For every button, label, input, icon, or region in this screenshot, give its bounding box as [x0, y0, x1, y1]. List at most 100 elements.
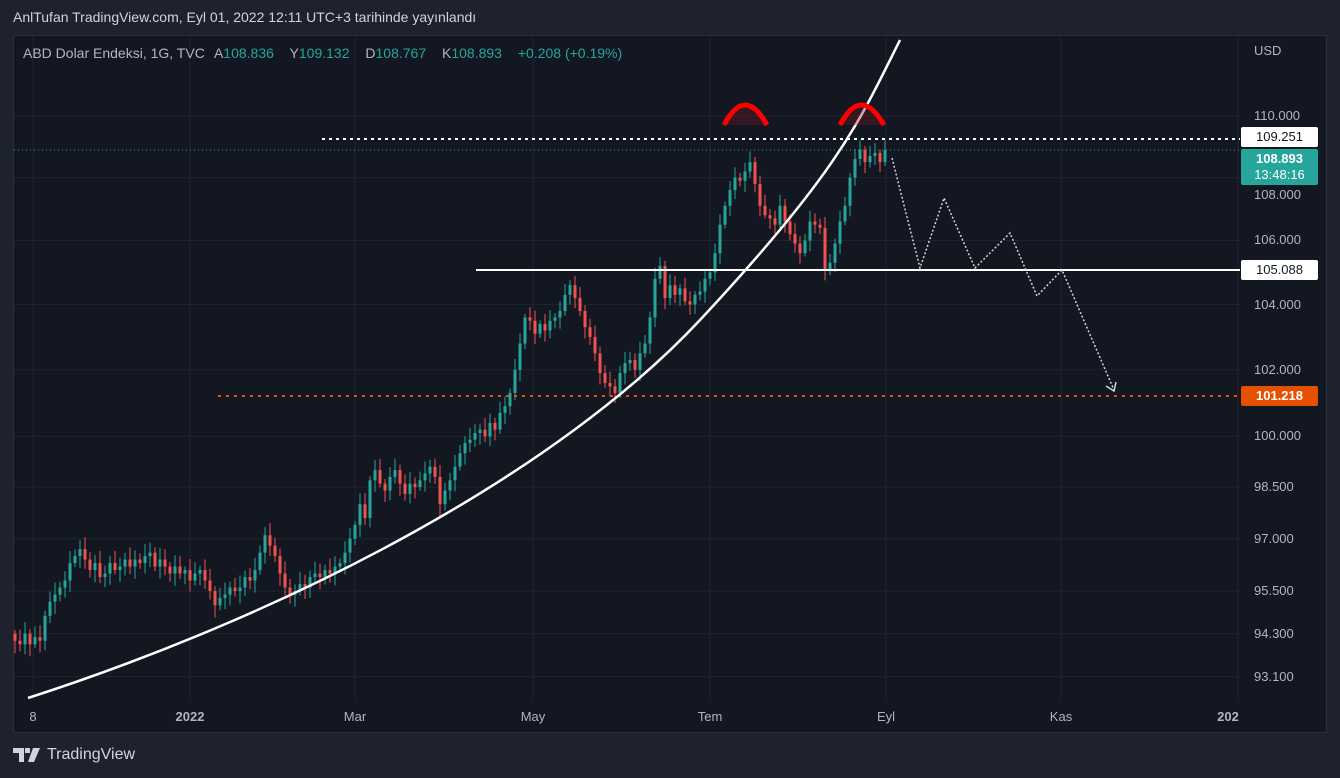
candle	[58, 581, 62, 602]
candle	[288, 578, 292, 604]
candle-body	[583, 310, 587, 328]
candle	[578, 287, 582, 316]
candle	[63, 571, 67, 598]
candle	[498, 401, 502, 434]
y-tick: 98.500	[1254, 479, 1294, 495]
open-label: A	[213, 45, 224, 61]
candle-body	[558, 310, 562, 318]
candle-body	[673, 285, 677, 295]
candle	[588, 318, 592, 345]
tradingview-logo-icon	[13, 748, 40, 762]
candle-body	[368, 480, 372, 518]
candle	[568, 280, 572, 305]
candle	[183, 566, 187, 585]
candle-body	[188, 570, 192, 581]
candle-body	[88, 559, 92, 571]
candle	[738, 172, 742, 187]
candle-body	[838, 221, 842, 244]
candle-body	[433, 466, 437, 477]
candle-body	[498, 412, 502, 430]
candle	[158, 547, 162, 579]
candle-body	[153, 552, 157, 567]
candle	[473, 424, 477, 447]
candle	[93, 554, 97, 583]
candle-body	[128, 559, 132, 567]
candle-body	[258, 552, 262, 571]
candle-body	[353, 524, 357, 539]
candle	[378, 458, 382, 488]
candle-body	[808, 221, 812, 241]
candle-body	[488, 422, 492, 437]
candle	[33, 626, 37, 649]
candle-body	[63, 580, 67, 588]
candle	[18, 629, 22, 652]
candle	[48, 591, 52, 624]
candle-body	[578, 298, 582, 311]
candle-body	[263, 535, 267, 553]
candle	[78, 540, 82, 568]
candle	[13, 630, 17, 654]
candle-body	[648, 317, 652, 344]
candle-body	[883, 149, 887, 163]
candle	[263, 527, 267, 564]
candle	[128, 547, 132, 575]
candles	[13, 140, 887, 657]
candle	[88, 552, 92, 578]
projection-path[interactable]	[891, 157, 1115, 391]
candle-body	[288, 587, 292, 595]
candle-body	[783, 205, 787, 222]
candle-body	[758, 183, 762, 206]
candle-body	[53, 594, 57, 602]
candle-body	[323, 570, 327, 578]
symbol-name[interactable]: ABD Dolar Endeksi, 1G, TVC	[23, 45, 205, 61]
top-arc-2[interactable]	[837, 102, 887, 127]
candle-body	[698, 291, 702, 295]
high-value: 109.132	[298, 45, 350, 61]
ohlc-legend: ABD Dolar Endeksi, 1G, TVC A108.836 Y109…	[23, 45, 628, 61]
candle	[733, 167, 737, 200]
footer-brand[interactable]: TradingView	[13, 746, 135, 764]
y-tick: 108.000	[1254, 187, 1301, 202]
candle-body	[813, 221, 817, 225]
candle-body	[168, 566, 172, 574]
candle-body	[878, 152, 882, 163]
candle-body	[603, 373, 607, 383]
current-price-label: 108.893 13:48:16	[1241, 149, 1318, 185]
top-arc-1[interactable]	[721, 102, 770, 127]
candle-body	[13, 633, 17, 641]
candle	[853, 148, 857, 186]
change-value: +0.208 (+0.19%)	[517, 45, 623, 61]
chart-panel[interactable]	[13, 35, 1327, 733]
candle	[668, 274, 672, 306]
candle-body	[788, 221, 792, 235]
parabolic-curve[interactable]	[27, 39, 902, 700]
candle-body	[73, 556, 77, 564]
candle	[528, 307, 532, 331]
candle	[358, 493, 362, 537]
candle	[388, 467, 392, 501]
candle	[83, 537, 87, 569]
candle	[333, 556, 337, 586]
candle-body	[238, 587, 242, 592]
current-price: 108.893	[1256, 151, 1303, 166]
candle-body	[113, 563, 117, 571]
candle-body	[83, 549, 87, 560]
candle-body	[328, 570, 332, 574]
candle-body	[388, 476, 392, 491]
candle	[603, 365, 607, 388]
candle-body	[398, 470, 402, 484]
candle-body	[303, 584, 307, 588]
candle	[193, 562, 197, 586]
candle-body	[278, 556, 282, 574]
x-tick: Mar	[343, 709, 367, 724]
candle	[753, 156, 757, 193]
y-tick: 95.500	[1254, 583, 1294, 599]
target-price-label: 101.218	[1241, 386, 1318, 406]
close-label: K	[442, 45, 452, 61]
candle-body	[358, 504, 362, 525]
candle	[393, 458, 397, 484]
candle	[653, 267, 657, 328]
candle-body	[448, 480, 452, 491]
y-tick: 106.000	[1254, 232, 1301, 248]
